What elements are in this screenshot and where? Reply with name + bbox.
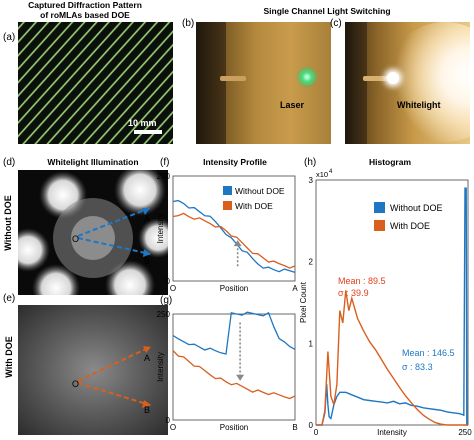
y-tick-label: 2 xyxy=(309,258,314,267)
scale-bar-label: 10 mm xyxy=(128,118,157,128)
whitelight-photo: Whitelight xyxy=(345,22,470,144)
y-axis-label: Intensity xyxy=(156,352,165,382)
title-h: Histogram xyxy=(368,157,412,167)
panel-label-h: (h) xyxy=(304,157,317,168)
series-line-without-doe xyxy=(172,199,296,274)
row-label-without: Without DOE xyxy=(3,195,13,251)
y-axis-label: Pixel Count xyxy=(300,281,308,323)
diffraction-lines xyxy=(18,22,173,144)
title-bc: Single Channel Light Switching xyxy=(263,6,391,16)
y-tick-label: 1 xyxy=(309,339,314,348)
series-line-with-doe xyxy=(172,212,296,269)
point-b-d: B xyxy=(144,256,151,266)
difference-arrow-head xyxy=(236,374,245,381)
plot-frame xyxy=(172,313,296,421)
whitelight-housing xyxy=(345,22,367,144)
laser-label: Laser xyxy=(280,100,305,110)
difference-arrow-head xyxy=(233,240,242,247)
title-f: Intensity Profile xyxy=(203,157,267,167)
title-d: Whitelight Illumination xyxy=(47,157,139,167)
series-line-with-doe xyxy=(172,350,296,400)
x-tick-label: 0 xyxy=(314,428,319,437)
arrow-ob-without xyxy=(77,237,151,255)
without-doe-image: O A B xyxy=(18,170,168,295)
y-multiplier-exp: 4 xyxy=(329,169,333,175)
point-o-d: O xyxy=(72,234,80,244)
x-axis-label: Intensity xyxy=(377,428,407,437)
y-multiplier: x10 xyxy=(316,170,328,179)
whitelight-glow xyxy=(385,22,470,142)
series-line-without-doe xyxy=(316,187,468,426)
fiber-tip-c xyxy=(363,76,389,81)
series-line-without-doe xyxy=(172,311,296,355)
with-doe-image: O A B xyxy=(18,305,168,435)
whitelight-spot xyxy=(387,72,399,84)
intensity-profile-chart-g: 250 0O B Position Intensity xyxy=(156,310,298,432)
diffraction-pattern-image: 10 mm xyxy=(18,22,173,144)
legend-label: Without DOE xyxy=(390,203,443,213)
panel-label-f: (f) xyxy=(160,157,170,168)
legend-swatch xyxy=(223,201,232,210)
annotation-mean-without: Mean : 146.5 xyxy=(402,348,455,358)
point-b-e: B xyxy=(144,405,151,415)
laser-photo: Laser xyxy=(196,22,331,144)
series-line-with-doe xyxy=(316,290,468,426)
row-label-with: With DOE xyxy=(4,336,14,378)
point-a-e: A xyxy=(144,353,151,363)
scale-bar xyxy=(134,130,162,134)
title-a-line1: Captured Diffraction Pattern xyxy=(28,0,142,10)
point-o-e: O xyxy=(72,379,80,389)
annotation-sigma-with: σ : 39.9 xyxy=(338,288,369,298)
plot-frame xyxy=(172,175,296,282)
legend-swatch xyxy=(374,202,385,213)
panel-label-c: (c) xyxy=(330,18,342,29)
x-tick-label: O xyxy=(170,423,176,432)
panel-label-d: (d) xyxy=(3,157,16,168)
y-tick-label: 250 xyxy=(157,172,171,181)
fiber-tip xyxy=(220,76,246,81)
x-tick-label: O xyxy=(170,284,176,293)
legend-swatch xyxy=(223,186,232,195)
legend-label: Without DOE xyxy=(235,186,285,196)
x-axis-label: Position xyxy=(220,284,248,293)
y-tick-label: 3 xyxy=(309,176,314,185)
x-axis-label: Position xyxy=(220,423,248,432)
plot-frame xyxy=(315,179,469,426)
arrow-oa-without xyxy=(77,207,151,237)
x-tick-label: A xyxy=(292,284,298,293)
y-axis-label: Intensity xyxy=(156,214,165,244)
panel-label-a: (a) xyxy=(3,32,16,43)
x-tick-label: 250 xyxy=(458,428,472,437)
annotation-sigma-without: σ : 83.3 xyxy=(402,362,433,372)
intensity-profile-chart-f: 250 0O A Position Intensity Without DOE With D… xyxy=(156,172,298,293)
x-tick-label: B xyxy=(292,423,297,432)
title-a-line2: of roMLAs based DOE xyxy=(40,10,130,20)
y-tick-label: 250 xyxy=(157,310,171,319)
legend-label: With DOE xyxy=(390,221,430,231)
legend-swatch xyxy=(374,220,385,231)
arrow-ob-with xyxy=(77,382,151,406)
with-doe-pattern xyxy=(77,346,151,408)
point-a-d: A xyxy=(144,214,151,224)
panel-label-e: (e) xyxy=(3,293,16,304)
arrow-oa-with xyxy=(77,346,151,382)
y-tick-label: 0 xyxy=(166,277,171,286)
whitelight-label: Whitelight xyxy=(397,100,441,110)
legend-label: With DOE xyxy=(235,201,273,211)
laser-spot xyxy=(296,66,318,88)
y-tick-label: 0 xyxy=(309,421,314,430)
panel-label-b: (b) xyxy=(182,18,195,29)
y-tick-label: 0 xyxy=(166,416,171,425)
without-doe-pattern xyxy=(18,170,168,295)
panel-label-g: (g) xyxy=(160,295,173,306)
annotation-mean-with: Mean : 89.5 xyxy=(338,276,386,286)
title-a: Captured Diffraction Pattern of roMLAs b… xyxy=(0,0,170,20)
laser-housing xyxy=(196,22,226,144)
